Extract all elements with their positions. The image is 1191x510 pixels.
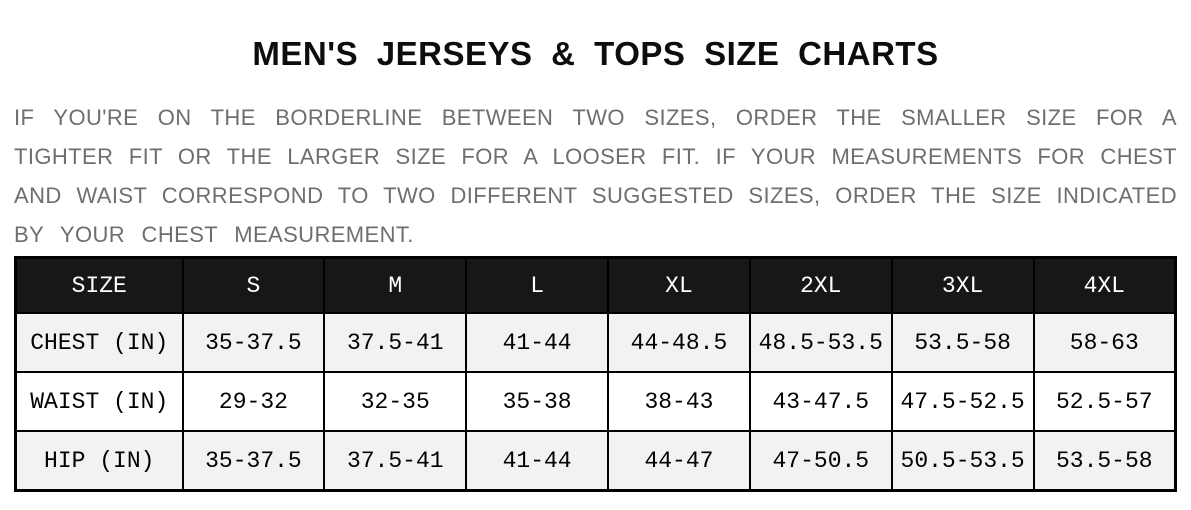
table-cell: 53.5-58 [890,312,1035,373]
header-cell-xl: XL [607,256,751,314]
table-cell: 47-50.5 [748,430,893,492]
intro-line-4: BY YOUR CHEST MEASUREMENT. [14,222,414,247]
size-chart-page: MEN'S JERSEYS & TOPS SIZE CHARTS IF YOU'… [14,35,1177,492]
intro-line-2: TIGHTER FIT OR THE LARGER SIZE FOR A LOO… [14,144,1177,169]
header-cell-2xl: 2XL [748,256,893,314]
intro-line-1: IF YOU'RE ON THE BORDERLINE BETWEEN TWO … [14,105,1177,130]
table-cell: 35-38 [465,371,610,432]
table-cell: 47.5-52.5 [890,371,1035,432]
size-table-header-row: SIZE S M L XL 2XL 3XL 4XL [14,256,1177,314]
table-cell: 53.5-58 [1032,430,1177,492]
table-cell: 35-37.5 [181,312,326,373]
table-cell: 48.5-53.5 [748,312,893,373]
table-cell: 35-37.5 [181,430,326,492]
header-cell-l: L [465,256,610,314]
row-label-chest: CHEST (IN) [14,312,184,373]
header-cell-m: M [323,256,468,314]
table-cell: 32-35 [323,371,468,432]
table-cell: 41-44 [465,312,610,373]
header-cell-3xl: 3XL [890,256,1035,314]
table-cell: 41-44 [465,430,610,492]
size-table: SIZE S M L XL 2XL 3XL 4XL CHEST (IN) 35-… [14,256,1177,492]
table-cell: 38-43 [607,371,751,432]
intro-paragraph: IF YOU'RE ON THE BORDERLINE BETWEEN TWO … [14,98,1177,254]
header-cell-4xl: 4XL [1032,256,1177,314]
table-cell: 50.5-53.5 [890,430,1035,492]
table-cell: 29-32 [181,371,326,432]
table-cell: 44-48.5 [607,312,751,373]
intro-line-3: AND WAIST CORRESPOND TO TWO DIFFERENT SU… [14,183,1177,208]
table-cell: 37.5-41 [323,312,468,373]
row-label-waist: WAIST (IN) [14,371,184,432]
table-cell: 58-63 [1032,312,1177,373]
table-row-waist: WAIST (IN) 29-32 32-35 35-38 38-43 43-47… [14,371,1177,432]
table-cell: 52.5-57 [1032,371,1177,432]
row-label-hip: HIP (IN) [14,430,184,492]
header-cell-size: SIZE [14,256,184,314]
table-cell: 37.5-41 [323,430,468,492]
table-cell: 44-47 [607,430,751,492]
table-row-hip: HIP (IN) 35-37.5 37.5-41 41-44 44-47 47-… [14,430,1177,492]
page-title: MEN'S JERSEYS & TOPS SIZE CHARTS [252,35,939,72]
table-row-chest: CHEST (IN) 35-37.5 37.5-41 41-44 44-48.5… [14,312,1177,373]
header-cell-s: S [181,256,326,314]
table-cell: 43-47.5 [748,371,893,432]
